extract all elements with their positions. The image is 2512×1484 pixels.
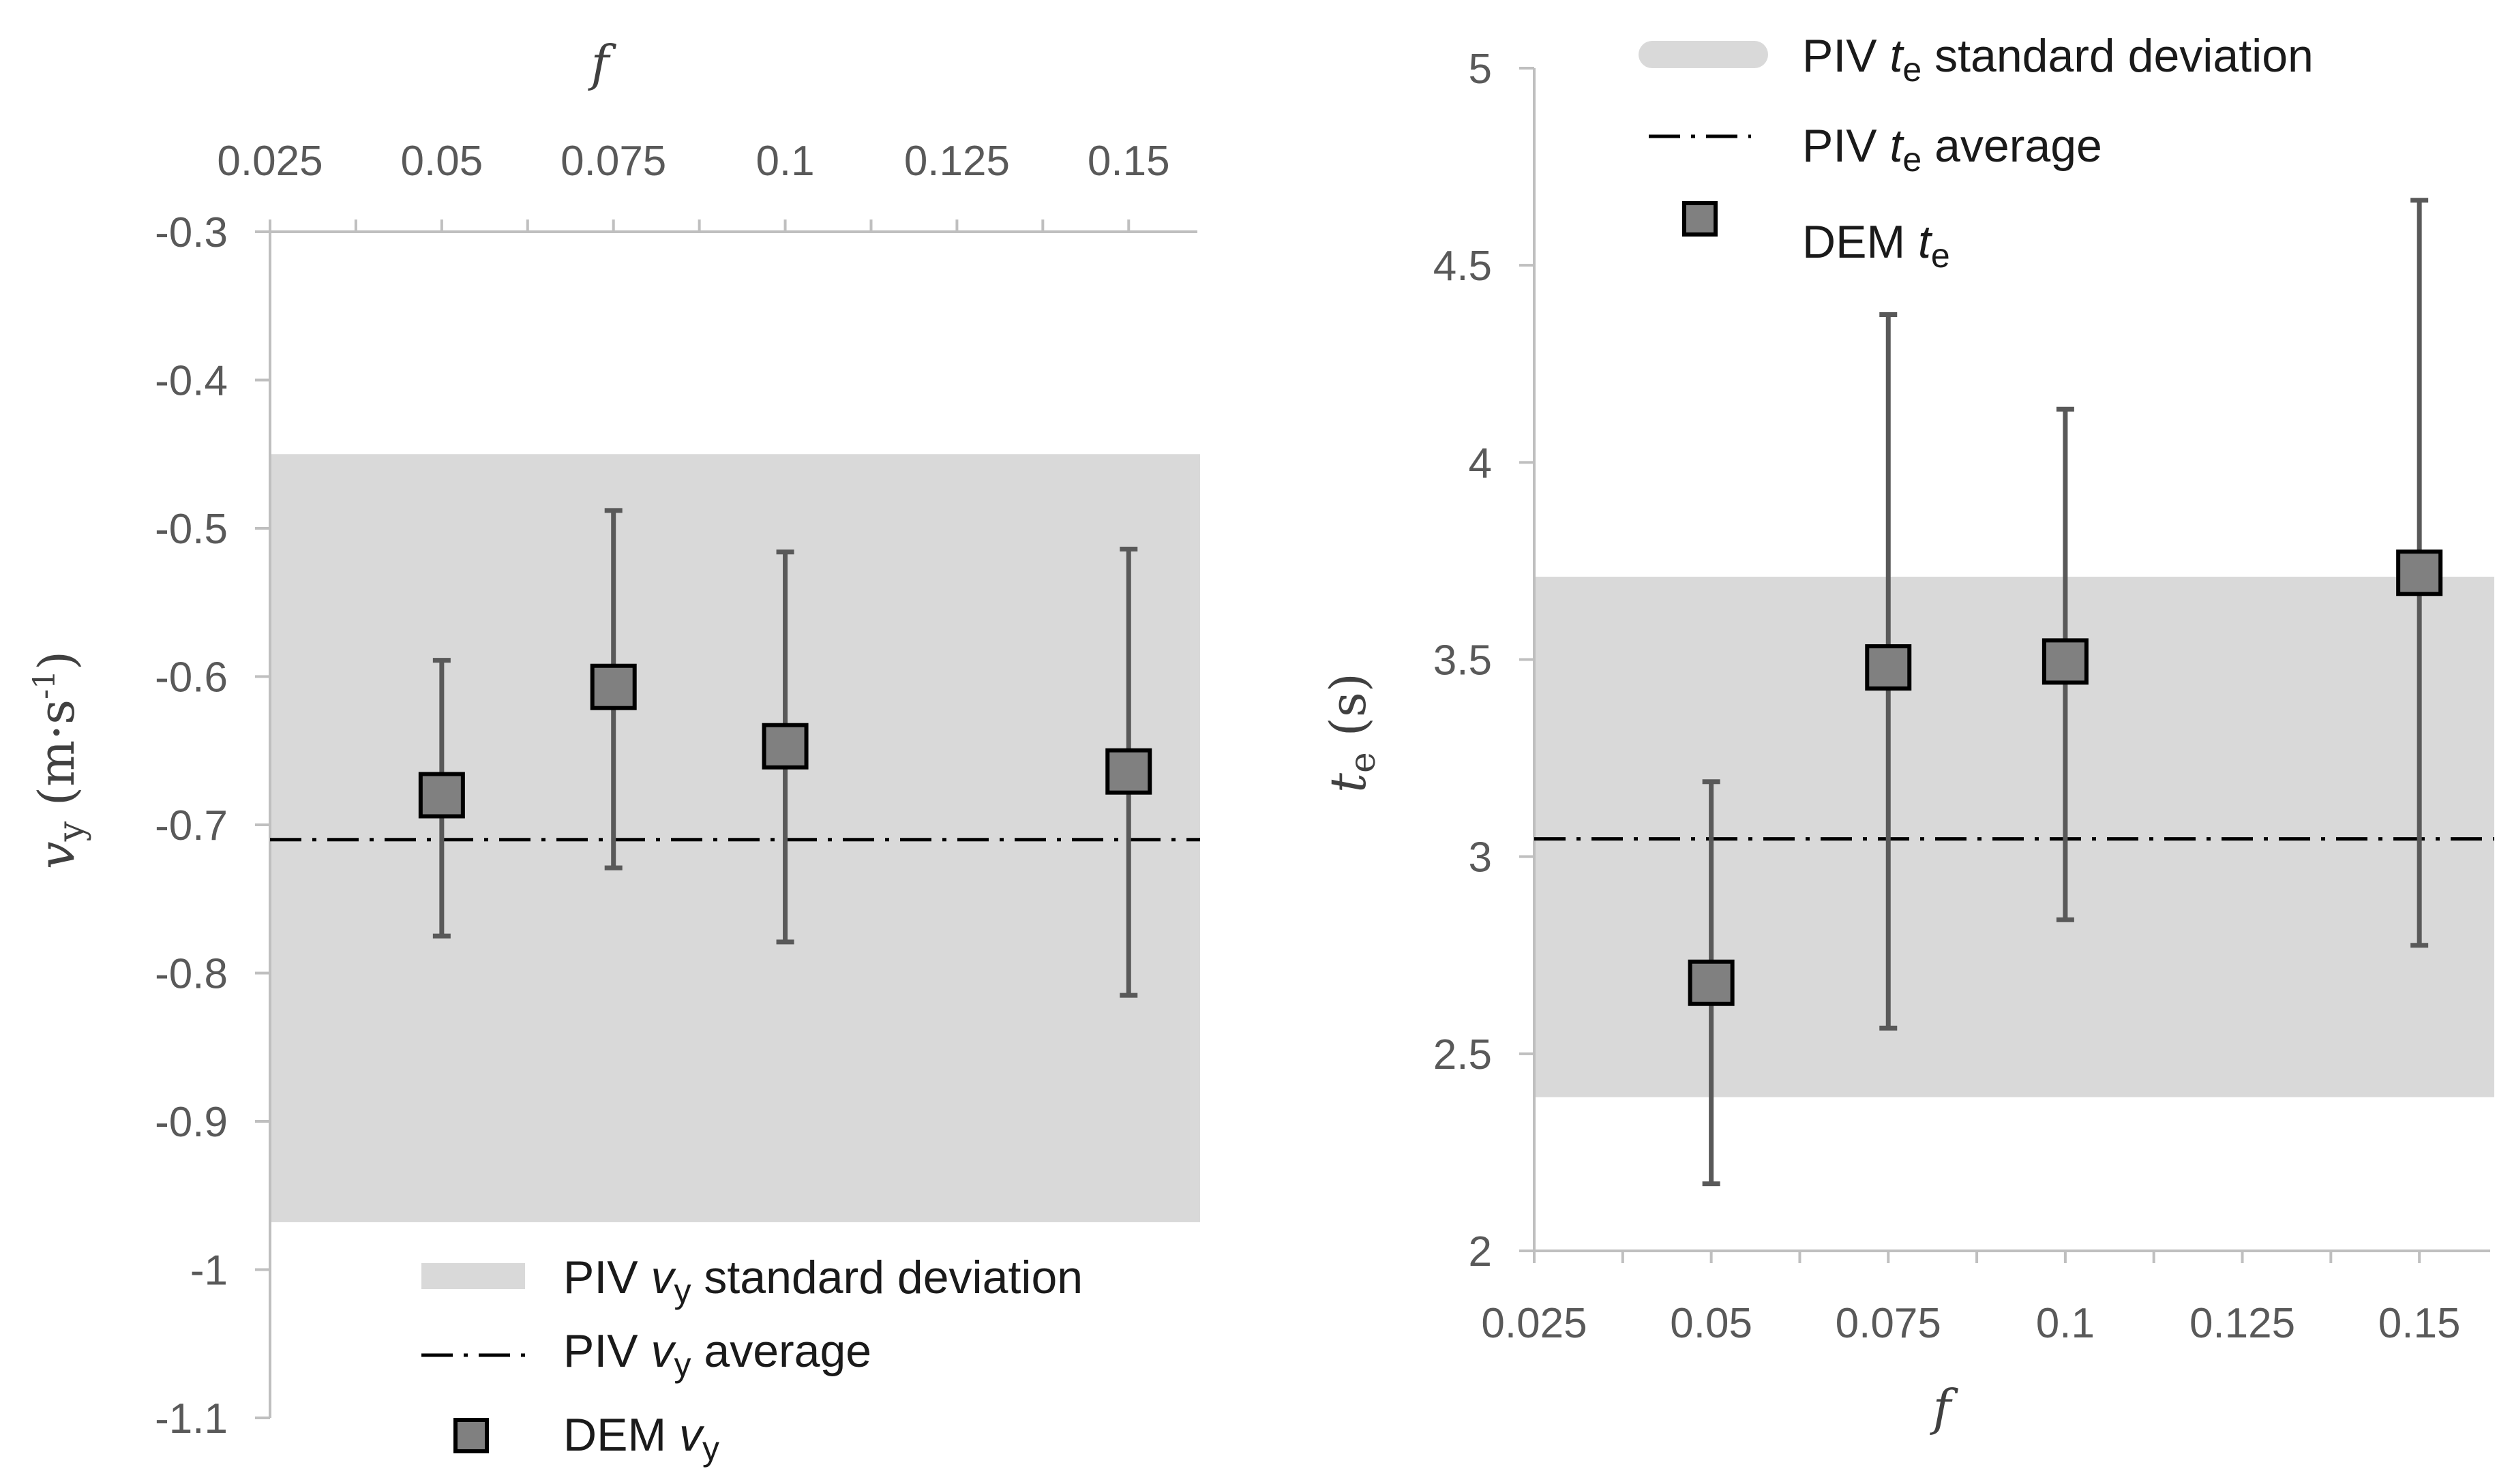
y-tick-label: -0.6	[155, 654, 228, 701]
x-tick-label: 0.125	[2189, 1300, 2295, 1347]
y-tick-label: 5	[1469, 46, 1492, 93]
data-point	[2042, 638, 2089, 685]
y-tick-label: 3	[1469, 834, 1492, 881]
legend-marker-label: DEM te	[1802, 216, 1950, 275]
data-point	[418, 772, 465, 819]
y-tick-label: -0.3	[155, 209, 228, 256]
x-tick-label: 0.075	[560, 138, 666, 185]
legend-band-label: PIV te standard deviation	[1802, 30, 2314, 89]
y-tick-label: -0.4	[155, 358, 228, 405]
y-tick-label: 3.5	[1433, 637, 1492, 684]
data-point	[1865, 644, 1912, 691]
data-point	[1105, 748, 1152, 795]
y-tick-label: 2	[1469, 1228, 1492, 1275]
y-tick-label: -0.5	[155, 506, 228, 553]
legend: PIV vy standard deviation PIV vy average…	[421, 1252, 1083, 1468]
x-tick-label: 0.1	[756, 138, 814, 185]
y-axis-label: te (s)	[1319, 673, 1384, 793]
y-tick-label: -0.8	[155, 951, 228, 998]
x-tick-label: 0.025	[1481, 1300, 1587, 1347]
data-point	[590, 663, 637, 710]
x-tick-label: 0.15	[2378, 1300, 2461, 1347]
x-tick-label: 0.15	[1088, 138, 1170, 185]
y-axis-label: vy (m·s-1)	[27, 651, 92, 869]
legend-marker-swatch	[453, 1418, 489, 1453]
data-point	[762, 723, 809, 770]
x-tick-label: 0.05	[401, 138, 483, 185]
x-tick-label: 0.1	[2036, 1300, 2095, 1347]
y-tick-label: 4	[1469, 440, 1492, 487]
legend-average-label: PIV te average	[1802, 120, 2102, 179]
time-chart: 0.025 0.05 0.075 0.1 0.125 0.15 5 4.5 4 3.5 3 2.5 2…	[1319, 30, 2494, 1436]
x-tick-label: 0.125	[904, 138, 1010, 185]
velocity-chart: 0.025 0.05 0.075 0.1 0.125 0.15 -0.3 -0.4 -0.5 -…	[27, 35, 1200, 1468]
x-axis-label: f	[588, 35, 617, 92]
y-tick-label: -0.9	[155, 1099, 228, 1146]
y-tick-label: 2.5	[1433, 1031, 1492, 1078]
std-dev-band	[1534, 577, 2494, 1097]
legend-band-swatch	[1639, 41, 1768, 68]
x-tick-label: 0.075	[1836, 1300, 1941, 1347]
y-tick-label: -1.1	[155, 1395, 228, 1442]
data-point	[1688, 959, 1735, 1006]
legend: PIV te standard deviation PIV te average…	[1639, 30, 2314, 275]
legend-marker-label: DEM vy	[563, 1409, 719, 1468]
legend-average-label: PIV vy average	[563, 1325, 871, 1384]
x-axis-label: f	[1930, 1379, 1959, 1436]
y-tick-label: 4.5	[1433, 243, 1492, 290]
x-tick-label: 0.025	[217, 138, 323, 185]
legend-marker-swatch	[1682, 201, 1718, 237]
y-tick-label: -1	[190, 1247, 228, 1294]
y-tick-label: -0.7	[155, 802, 228, 849]
x-tick-label: 0.05	[1670, 1300, 1752, 1347]
data-point	[2396, 549, 2443, 596]
legend-band-label: PIV vy standard deviation	[563, 1252, 1083, 1310]
legend-band-swatch	[421, 1263, 525, 1289]
